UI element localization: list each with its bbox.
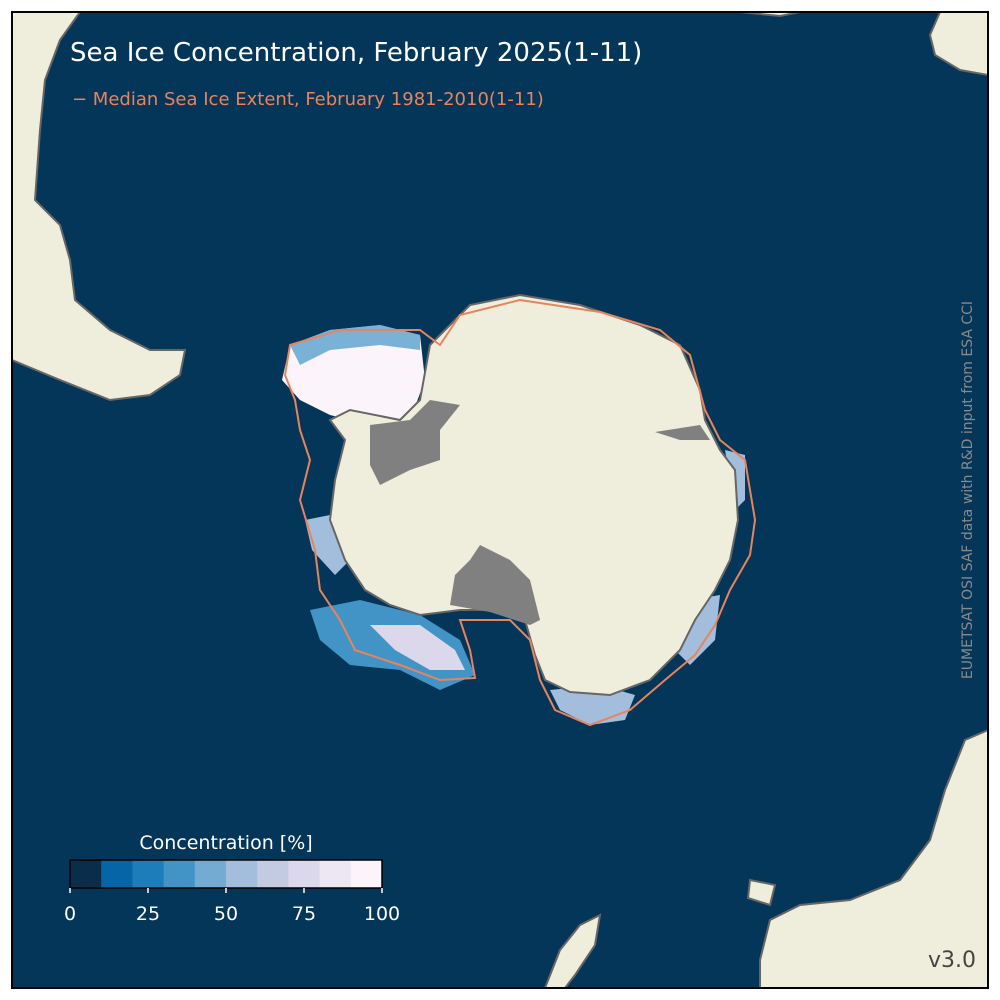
- sea-ice: [370, 625, 465, 670]
- colorbar-segment: [257, 860, 289, 888]
- land: [12, 12, 187, 402]
- colorbar-segment: [132, 860, 165, 888]
- colorbar-segment: [226, 860, 258, 888]
- land: [543, 913, 602, 988]
- title: Sea Ice Concentration, February 2025(1-1…: [70, 38, 642, 68]
- colorbar-segment: [163, 860, 196, 888]
- colorbar-segment: [70, 860, 102, 888]
- sea-ice: [305, 515, 350, 575]
- colorbar-tick-label: 75: [292, 903, 316, 925]
- credit: EUMETSAT OSI SAF data with R&D input fro…: [960, 301, 976, 679]
- land: [746, 878, 777, 907]
- ice-shelf: [450, 545, 540, 625]
- map-area: [12, 12, 988, 988]
- land: [759, 728, 988, 988]
- colorbar-segment: [288, 860, 321, 888]
- land: [928, 12, 988, 77]
- colorbar-segment: [319, 860, 352, 888]
- colorbar-tick-label: 25: [136, 903, 160, 925]
- colorbar-tick-label: 0: [64, 903, 76, 925]
- ice-shelf: [655, 425, 710, 440]
- colorbar-label: Concentration [%]: [139, 832, 312, 854]
- land: [328, 293, 740, 697]
- colorbar-segment: [194, 860, 227, 888]
- version: v3.0: [928, 948, 976, 973]
- colorbar-segment: [101, 860, 133, 888]
- colorbar: 0 25 50 75 100: [64, 859, 400, 925]
- colorbar-segment: [350, 860, 383, 888]
- ice-shelf: [370, 400, 460, 485]
- median-legend: − Median Sea Ice Extent, February 1981-2…: [72, 89, 544, 110]
- colorbar-tick-label: 50: [214, 903, 238, 925]
- colorbar-tick-label: 100: [364, 903, 400, 925]
- frame: [11, 11, 989, 989]
- sea-ice: [550, 685, 635, 725]
- median-extent: [283, 298, 757, 727]
